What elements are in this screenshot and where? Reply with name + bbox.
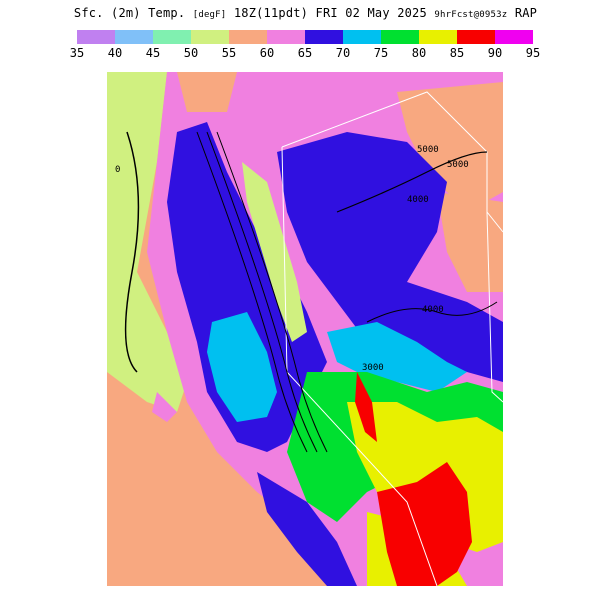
contour-basin-2	[366, 301, 498, 323]
title-model: RAP	[514, 6, 538, 20]
land-55s-east	[437, 192, 503, 292]
land-55s-north	[397, 82, 503, 212]
scale-tick-label: 95	[525, 46, 541, 60]
scale-tick-label: 75	[373, 46, 389, 60]
scale-tick-label: 60	[259, 46, 275, 60]
contour-label: 5000	[447, 160, 469, 170]
temperature-map: 5000 5000 4000 4000 3000 0	[107, 72, 503, 586]
scale-swatch	[305, 30, 343, 44]
scale-swatch	[381, 30, 419, 44]
scale-tick-label: 45	[145, 46, 161, 60]
contour-label: 3000	[362, 363, 384, 373]
scale-tick-label: 70	[335, 46, 351, 60]
title-unit: [degF]	[192, 10, 227, 20]
land-70s-east	[327, 322, 467, 392]
scale-tick-label: 65	[297, 46, 313, 60]
scale-tick-label: 40	[107, 46, 123, 60]
scale-swatch	[115, 30, 153, 44]
scale-swatch	[191, 30, 229, 44]
title-time: 18Z(11pdt) FRI 02 May 2025	[233, 6, 427, 20]
title-main: Sfc. (2m) Temp.	[73, 6, 186, 20]
scale-tick-label: 80	[411, 46, 427, 60]
scale-tick-label: 85	[449, 46, 465, 60]
contour-coast-1	[124, 131, 140, 373]
contour-mountain-1	[196, 131, 308, 453]
chart-title: Sfc. (2m) Temp. [degF] 18Z(11pdt) FRI 02…	[0, 6, 611, 20]
title-forecast: 9hrFcst@0953z	[434, 10, 508, 20]
scale-tick-label: 35	[69, 46, 85, 60]
scale-tick-label: 55	[221, 46, 237, 60]
coastal-patch	[152, 392, 177, 422]
map-canvas: 5000 5000 4000 4000 3000 0	[107, 72, 503, 586]
scale-swatch	[153, 30, 191, 44]
state-border-nv-az	[486, 211, 503, 403]
scale-swatch	[343, 30, 381, 44]
scale-swatch	[229, 30, 267, 44]
land-85s-valley	[355, 372, 377, 442]
color-scale-bar	[77, 30, 533, 44]
scale-swatch	[267, 30, 305, 44]
scale-swatch	[495, 30, 533, 44]
land-70s-central	[207, 312, 277, 422]
contour-mountain-2	[206, 131, 318, 453]
contour-label: 0	[115, 165, 120, 175]
land-65s-south	[257, 472, 357, 586]
land-55s-nw	[177, 72, 237, 112]
coastal-band	[107, 72, 187, 412]
scale-tick-label: 90	[487, 46, 503, 60]
contour-label: 4000	[422, 305, 444, 315]
contour-label: 4000	[407, 195, 429, 205]
valley-50s-strip	[242, 162, 307, 342]
contour-mountain-3	[216, 131, 328, 453]
land-85s-desert	[377, 462, 472, 586]
land-65s-basin	[277, 132, 503, 382]
state-border-ca-nv	[281, 146, 438, 586]
scale-tick-label: 50	[183, 46, 199, 60]
scale-swatch	[457, 30, 495, 44]
scale-swatch	[77, 30, 115, 44]
contour-label: 5000	[417, 145, 439, 155]
scale-swatch	[419, 30, 457, 44]
contour-basin-1	[336, 151, 488, 213]
